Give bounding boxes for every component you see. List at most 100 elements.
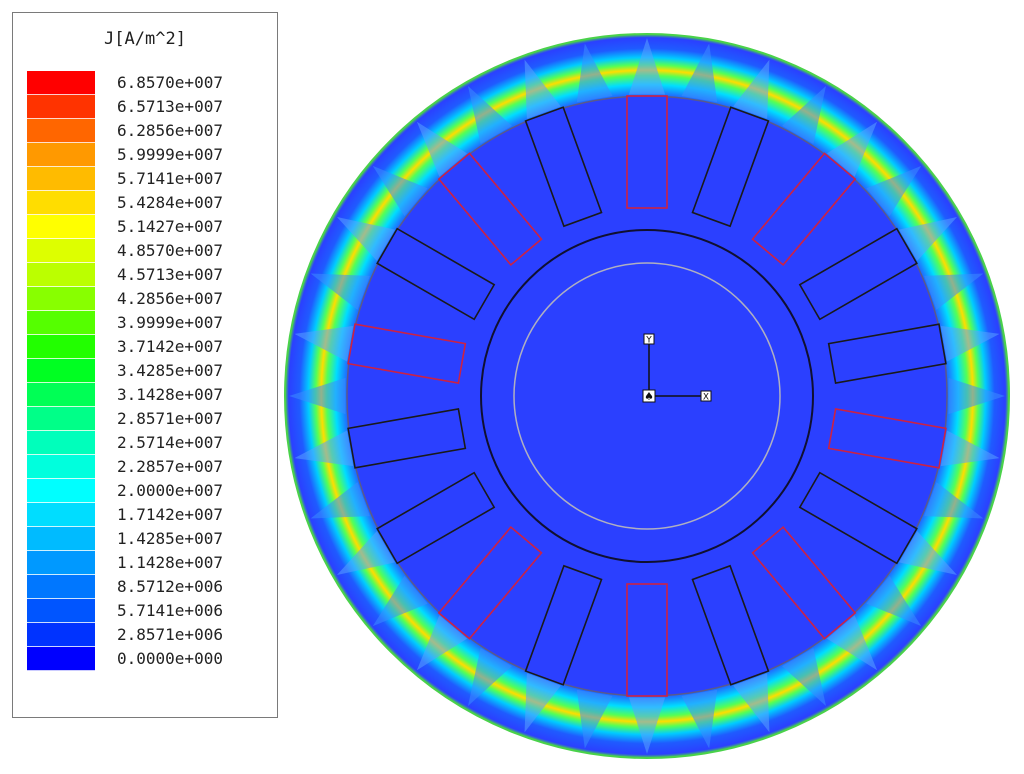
legend-label: 4.5713e+007 xyxy=(117,265,223,284)
y-axis-label: Y xyxy=(645,336,652,346)
legend-label: 6.8570e+007 xyxy=(117,73,223,92)
coordinate-axis-triad: Y X ♠ xyxy=(642,333,712,403)
field-ray xyxy=(468,85,512,144)
legend-label: 1.4285e+007 xyxy=(117,529,223,548)
legend-swatch xyxy=(27,527,95,551)
conductor-slot xyxy=(437,152,543,266)
conductor-slot xyxy=(827,408,947,469)
legend-label: 4.8570e+007 xyxy=(117,241,223,260)
legend-label: 8.5712e+006 xyxy=(117,577,223,596)
legend-swatch xyxy=(27,95,95,119)
field-ray xyxy=(733,673,770,733)
legend-swatch xyxy=(27,311,95,335)
legend-panel: J[A/m^2] 6.8570e+007 6.5713e+007 6.2856e+0… xyxy=(12,12,278,718)
field-ray xyxy=(576,689,613,749)
conductor-slot xyxy=(691,564,770,686)
field-ray xyxy=(576,43,613,103)
field-ray xyxy=(826,121,878,177)
conductor-slot xyxy=(626,95,668,209)
legend-label: 1.7142e+007 xyxy=(117,505,223,524)
field-ray xyxy=(310,273,370,310)
legend-label: 6.2856e+007 xyxy=(117,121,223,140)
field-ray xyxy=(940,430,1000,467)
conductor-slot xyxy=(827,323,947,384)
legend-swatch xyxy=(27,335,95,359)
field-ray xyxy=(372,575,428,627)
field-ray xyxy=(416,615,468,671)
field-ray xyxy=(336,531,395,575)
field-ray xyxy=(294,430,354,467)
motor-cross-section: Y X ♠ xyxy=(284,33,1010,759)
x-axis-label: X xyxy=(703,393,709,403)
legend-label: 3.7142e+007 xyxy=(117,337,223,356)
legend-label: 5.7141e+006 xyxy=(117,601,223,620)
field-ray xyxy=(948,377,1005,415)
legend-swatch xyxy=(27,71,95,95)
field-ray xyxy=(628,38,666,95)
conductor-slot xyxy=(798,227,918,321)
conductor-slot xyxy=(376,471,496,565)
legend-label: 2.8571e+007 xyxy=(117,409,223,428)
legend-label: 2.5714e+007 xyxy=(117,433,223,452)
legend-swatch xyxy=(27,287,95,311)
legend-swatch xyxy=(27,191,95,215)
legend-swatch xyxy=(27,167,95,191)
field-ray xyxy=(681,43,718,103)
legend-swatch xyxy=(27,647,95,671)
legend-swatch xyxy=(27,359,95,383)
field-ray-pattern xyxy=(289,38,1005,754)
legend-label: 5.4284e+007 xyxy=(117,193,223,212)
legend-label: 5.1427e+007 xyxy=(117,217,223,236)
legend-label: 3.4285e+007 xyxy=(117,361,223,380)
legend-swatch xyxy=(27,239,95,263)
conductor-slot xyxy=(524,106,603,228)
legend-label: 2.0000e+007 xyxy=(117,481,223,500)
legend-label: 2.8571e+006 xyxy=(117,625,223,644)
legend-swatch xyxy=(27,407,95,431)
legend-swatch xyxy=(27,575,95,599)
field-ray xyxy=(899,531,958,575)
legend-swatch xyxy=(27,599,95,623)
legend-swatch xyxy=(27,431,95,455)
slot-group xyxy=(347,95,947,697)
field-ray xyxy=(866,575,922,627)
conductor-slot xyxy=(751,526,857,640)
legend-swatch xyxy=(27,503,95,527)
field-ray xyxy=(940,325,1000,362)
legend-label: 5.7141e+007 xyxy=(117,169,223,188)
legend-label: 6.5713e+007 xyxy=(117,97,223,116)
field-ray xyxy=(924,482,984,519)
legend-title: J[A/m^2] xyxy=(104,29,186,49)
legend-label: 2.2857e+007 xyxy=(117,457,223,476)
field-ray xyxy=(524,59,561,119)
field-ray xyxy=(289,377,346,415)
legend-swatch xyxy=(27,215,95,239)
legend-swatch xyxy=(27,455,95,479)
field-ray xyxy=(782,648,826,707)
conductor-slot xyxy=(376,227,496,321)
legend-label: 1.1428e+007 xyxy=(117,553,223,572)
legend-swatch xyxy=(27,623,95,647)
legend-label: 3.1428e+007 xyxy=(117,385,223,404)
field-ray xyxy=(628,697,666,754)
legend-swatch xyxy=(27,383,95,407)
legend-swatch xyxy=(27,143,95,167)
origin-marker: ♠ xyxy=(644,390,654,403)
conductor-slot xyxy=(751,152,857,266)
legend-swatch xyxy=(27,479,95,503)
conductor-slot xyxy=(691,106,770,228)
legend-label: 0.0000e+000 xyxy=(117,649,223,668)
field-ray xyxy=(372,165,428,217)
field-ray xyxy=(681,689,718,749)
field-ray xyxy=(416,121,468,177)
field-ray xyxy=(294,325,354,362)
conductor-slot xyxy=(524,564,603,686)
field-ray xyxy=(924,273,984,310)
x-axis-box xyxy=(700,390,712,402)
legend-label: 3.9999e+007 xyxy=(117,313,223,332)
field-ray xyxy=(899,217,958,261)
conductor-slot xyxy=(437,526,543,640)
field-ray xyxy=(468,648,512,707)
field-ray xyxy=(524,673,561,733)
field-ray xyxy=(733,59,770,119)
